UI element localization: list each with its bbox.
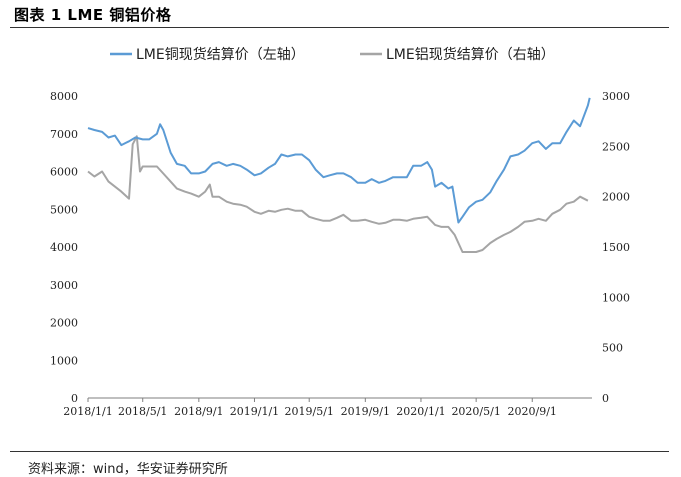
x-tick-label: 2020/5/1 (451, 405, 500, 418)
y-right-tick-label: 3000 (602, 90, 630, 103)
y-left-tick-label: 3000 (50, 279, 78, 292)
legend-label: LME铜现货结算价（左轴） (136, 46, 305, 63)
x-tick-label: 2018/5/1 (118, 405, 167, 418)
y-left-tick-label: 4000 (50, 241, 78, 254)
y-right-tick-label: 1000 (602, 291, 630, 304)
y-left-tick-label: 0 (71, 392, 78, 405)
legend-item: LME铝现货结算价（右轴） (360, 46, 555, 63)
x-tick-label: 2018/9/1 (174, 405, 223, 418)
series-lines (87, 97, 591, 253)
title-rule (10, 27, 669, 28)
figure-title: 图表 1 LME 铜铝价格 (14, 6, 172, 24)
axes: 2018/1/1 2018/5/1 2018/9/1 2019/1/1 2019/5/1… (50, 90, 630, 418)
x-tick-label: 2020/9/1 (508, 405, 557, 418)
copper-price-line (87, 97, 591, 224)
source-note: 资料来源：wind，华安证券研究所 (28, 462, 228, 477)
x-tick-label: 2019/5/1 (285, 405, 334, 418)
aluminum-price-line (87, 135, 589, 253)
y-left-tick-label: 6000 (50, 166, 78, 179)
y-left-tick-label: 8000 (50, 90, 78, 103)
y-left-tick-label: 1000 (50, 354, 78, 367)
y-right-tick-label: 2500 (602, 140, 630, 153)
y-right-tick-label: 2000 (602, 191, 630, 204)
y-left-tick-label: 5000 (50, 203, 78, 216)
legend-label: LME铝现货结算价（右轴） (386, 46, 555, 63)
y-right-tick-label: 1500 (602, 241, 630, 254)
source-rule (10, 451, 669, 452)
y-right-tick-label: 500 (602, 342, 623, 355)
x-tick-label: 2018/1/1 (63, 405, 112, 418)
legend: LME铜现货结算价（左轴） LME铝现货结算价（右轴） (110, 46, 555, 63)
y-left-tick-label: 2000 (50, 317, 78, 330)
legend-item: LME铜现货结算价（左轴） (110, 46, 305, 63)
x-tick-label: 2019/9/1 (341, 405, 390, 418)
x-tick-label: 2019/1/1 (230, 405, 279, 418)
y-right-tick-label: 0 (602, 392, 609, 405)
y-left-tick-label: 7000 (50, 128, 78, 141)
x-tick-label: 2020/1/1 (396, 405, 445, 418)
